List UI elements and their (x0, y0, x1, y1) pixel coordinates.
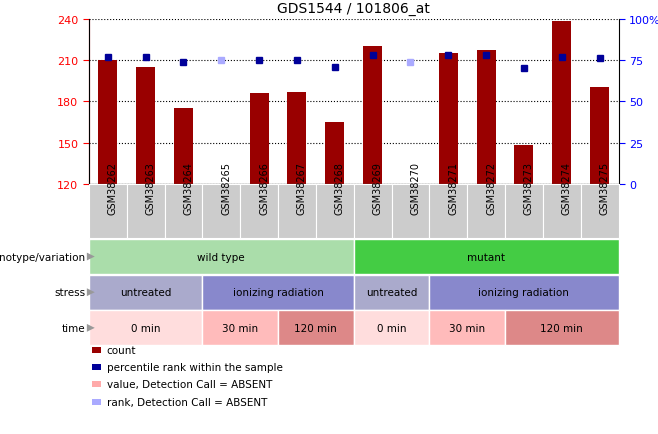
Text: GSM38265: GSM38265 (221, 161, 231, 214)
Text: untreated: untreated (366, 288, 417, 297)
Text: GSM38275: GSM38275 (599, 161, 609, 214)
Text: 120 min: 120 min (540, 323, 583, 333)
Text: ionizing radiation: ionizing radiation (232, 288, 324, 297)
Text: GSM38266: GSM38266 (259, 161, 269, 214)
Text: GSM38264: GSM38264 (184, 161, 193, 214)
Text: count: count (107, 345, 136, 355)
Text: 30 min: 30 min (449, 323, 485, 333)
Text: GSM38273: GSM38273 (524, 161, 534, 214)
Bar (174, 109, 193, 184)
Text: value, Detection Call = ABSENT: value, Detection Call = ABSENT (107, 380, 272, 389)
Text: GSM38263: GSM38263 (145, 161, 155, 214)
Text: GSM38268: GSM38268 (335, 161, 345, 214)
Text: percentile rank within the sample: percentile rank within the sample (107, 362, 282, 372)
Text: 0 min: 0 min (377, 323, 406, 333)
Text: GSM38269: GSM38269 (372, 161, 382, 214)
Text: GSM38262: GSM38262 (108, 161, 118, 214)
Text: GSM38271: GSM38271 (448, 161, 458, 214)
Text: GSM38274: GSM38274 (562, 161, 572, 214)
Text: stress: stress (55, 288, 86, 297)
Title: GDS1544 / 101806_at: GDS1544 / 101806_at (277, 2, 430, 16)
Text: ionizing radiation: ionizing radiation (478, 288, 569, 297)
Text: GSM38272: GSM38272 (486, 161, 496, 214)
Text: GSM38270: GSM38270 (411, 161, 420, 214)
Bar (515, 146, 534, 184)
Text: time: time (62, 323, 86, 333)
Text: wild type: wild type (197, 252, 245, 262)
Text: untreated: untreated (120, 288, 171, 297)
Bar (98, 61, 117, 184)
Bar (136, 68, 155, 184)
Bar (288, 92, 307, 184)
Bar (552, 22, 571, 184)
Bar (439, 54, 458, 184)
Text: GSM38267: GSM38267 (297, 161, 307, 214)
Text: 0 min: 0 min (131, 323, 161, 333)
Bar (590, 88, 609, 184)
Bar (363, 47, 382, 184)
Bar (249, 94, 268, 184)
Bar (325, 122, 344, 184)
Text: 30 min: 30 min (222, 323, 258, 333)
Bar (476, 51, 495, 184)
Text: rank, Detection Call = ABSENT: rank, Detection Call = ABSENT (107, 397, 267, 407)
Text: 120 min: 120 min (295, 323, 337, 333)
Text: mutant: mutant (467, 252, 505, 262)
Text: genotype/variation: genotype/variation (0, 252, 86, 262)
